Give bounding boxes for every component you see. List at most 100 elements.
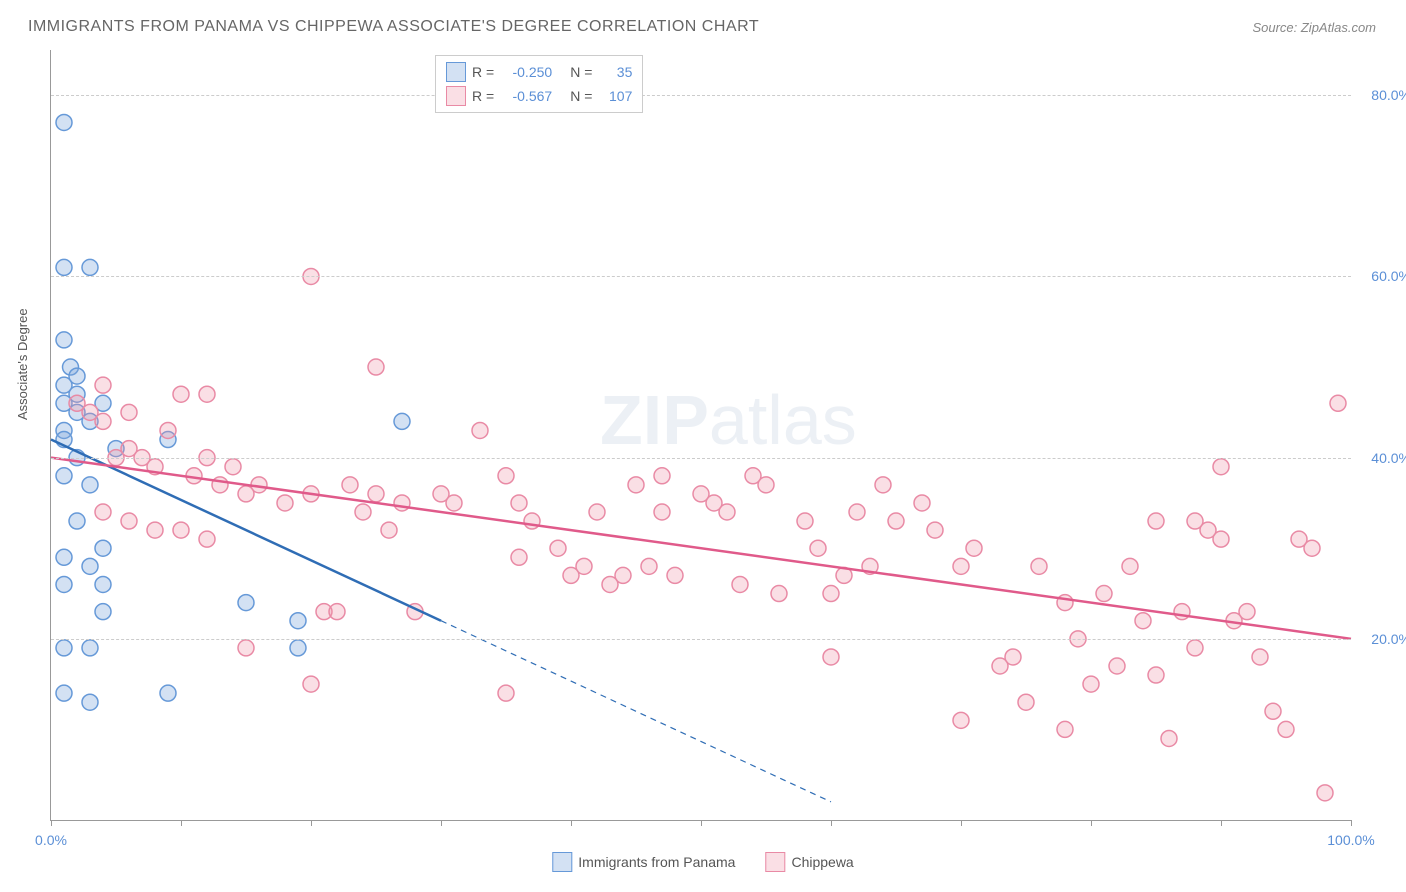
data-point xyxy=(1057,721,1073,737)
data-point xyxy=(1304,540,1320,556)
x-tick-label: 0.0% xyxy=(35,832,67,848)
data-point xyxy=(95,377,111,393)
r-value: -0.250 xyxy=(500,64,552,80)
data-point xyxy=(82,259,98,275)
x-tick-label: 100.0% xyxy=(1327,832,1374,848)
data-point xyxy=(953,712,969,728)
data-point xyxy=(628,477,644,493)
data-point xyxy=(238,640,254,656)
legend-swatch xyxy=(765,852,785,872)
y-tick-label: 80.0% xyxy=(1371,87,1406,103)
data-point xyxy=(225,459,241,475)
data-point xyxy=(1161,730,1177,746)
source-label: Source: ZipAtlas.com xyxy=(1252,20,1376,35)
y-tick-label: 40.0% xyxy=(1371,450,1406,466)
data-point xyxy=(1005,649,1021,665)
data-point xyxy=(368,359,384,375)
data-point xyxy=(1330,395,1346,411)
data-point xyxy=(511,495,527,511)
data-point xyxy=(1265,703,1281,719)
data-point xyxy=(1018,694,1034,710)
data-point xyxy=(56,640,72,656)
n-label: N = xyxy=(570,88,592,104)
data-point xyxy=(732,576,748,592)
data-point xyxy=(56,685,72,701)
data-point xyxy=(121,404,137,420)
data-point xyxy=(758,477,774,493)
data-point xyxy=(56,576,72,592)
data-point xyxy=(95,604,111,620)
trend-line-extrapolated xyxy=(441,621,831,802)
data-point xyxy=(446,495,462,511)
gridline xyxy=(51,95,1351,96)
x-tick xyxy=(1351,820,1352,826)
trend-line xyxy=(51,458,1351,639)
data-point xyxy=(368,486,384,502)
x-tick xyxy=(441,820,442,826)
data-point xyxy=(82,477,98,493)
legend-series-label: Immigrants from Panama xyxy=(578,854,735,870)
data-point xyxy=(888,513,904,529)
data-point xyxy=(823,649,839,665)
data-point xyxy=(82,558,98,574)
data-point xyxy=(654,468,670,484)
legend-swatch xyxy=(446,62,466,82)
x-tick xyxy=(571,820,572,826)
data-point xyxy=(667,567,683,583)
n-value: 107 xyxy=(598,88,632,104)
data-point xyxy=(173,386,189,402)
data-point xyxy=(82,694,98,710)
data-point xyxy=(953,558,969,574)
data-point xyxy=(966,540,982,556)
legend-swatch xyxy=(552,852,572,872)
legend-series: Immigrants from PanamaChippewa xyxy=(552,852,853,872)
data-point xyxy=(823,586,839,602)
data-point xyxy=(1096,586,1112,602)
data-point xyxy=(381,522,397,538)
data-point xyxy=(355,504,371,520)
plot-area: 20.0%40.0%60.0%80.0%0.0%100.0% xyxy=(50,50,1351,821)
data-point xyxy=(199,531,215,547)
data-point xyxy=(1083,676,1099,692)
data-point xyxy=(1252,649,1268,665)
data-point xyxy=(914,495,930,511)
data-point xyxy=(1148,667,1164,683)
data-point xyxy=(927,522,943,538)
legend-series-item: Immigrants from Panama xyxy=(552,852,735,872)
data-point xyxy=(56,114,72,130)
data-point xyxy=(121,513,137,529)
scatter-svg xyxy=(51,50,1351,820)
data-point xyxy=(277,495,293,511)
x-tick xyxy=(1091,820,1092,826)
data-point xyxy=(615,567,631,583)
legend-stat-row: R =-0.567N =107 xyxy=(446,84,632,108)
legend-stats: R =-0.250N =35R =-0.567N =107 xyxy=(435,55,643,113)
data-point xyxy=(875,477,891,493)
x-tick xyxy=(181,820,182,826)
data-point xyxy=(1109,658,1125,674)
data-point xyxy=(342,477,358,493)
data-point xyxy=(797,513,813,529)
data-point xyxy=(329,604,345,620)
y-tick-label: 60.0% xyxy=(1371,268,1406,284)
data-point xyxy=(810,540,826,556)
data-point xyxy=(1148,513,1164,529)
gridline xyxy=(51,276,1351,277)
x-tick xyxy=(961,820,962,826)
data-point xyxy=(303,676,319,692)
data-point xyxy=(771,586,787,602)
data-point xyxy=(95,540,111,556)
x-tick xyxy=(51,820,52,826)
data-point xyxy=(1213,459,1229,475)
data-point xyxy=(472,422,488,438)
data-point xyxy=(576,558,592,574)
data-point xyxy=(95,504,111,520)
data-point xyxy=(1122,558,1138,574)
data-point xyxy=(173,522,189,538)
data-point xyxy=(1187,513,1203,529)
data-point xyxy=(1135,613,1151,629)
r-value: -0.567 xyxy=(500,88,552,104)
data-point xyxy=(550,540,566,556)
data-point xyxy=(56,468,72,484)
legend-stat-row: R =-0.250N =35 xyxy=(446,60,632,84)
